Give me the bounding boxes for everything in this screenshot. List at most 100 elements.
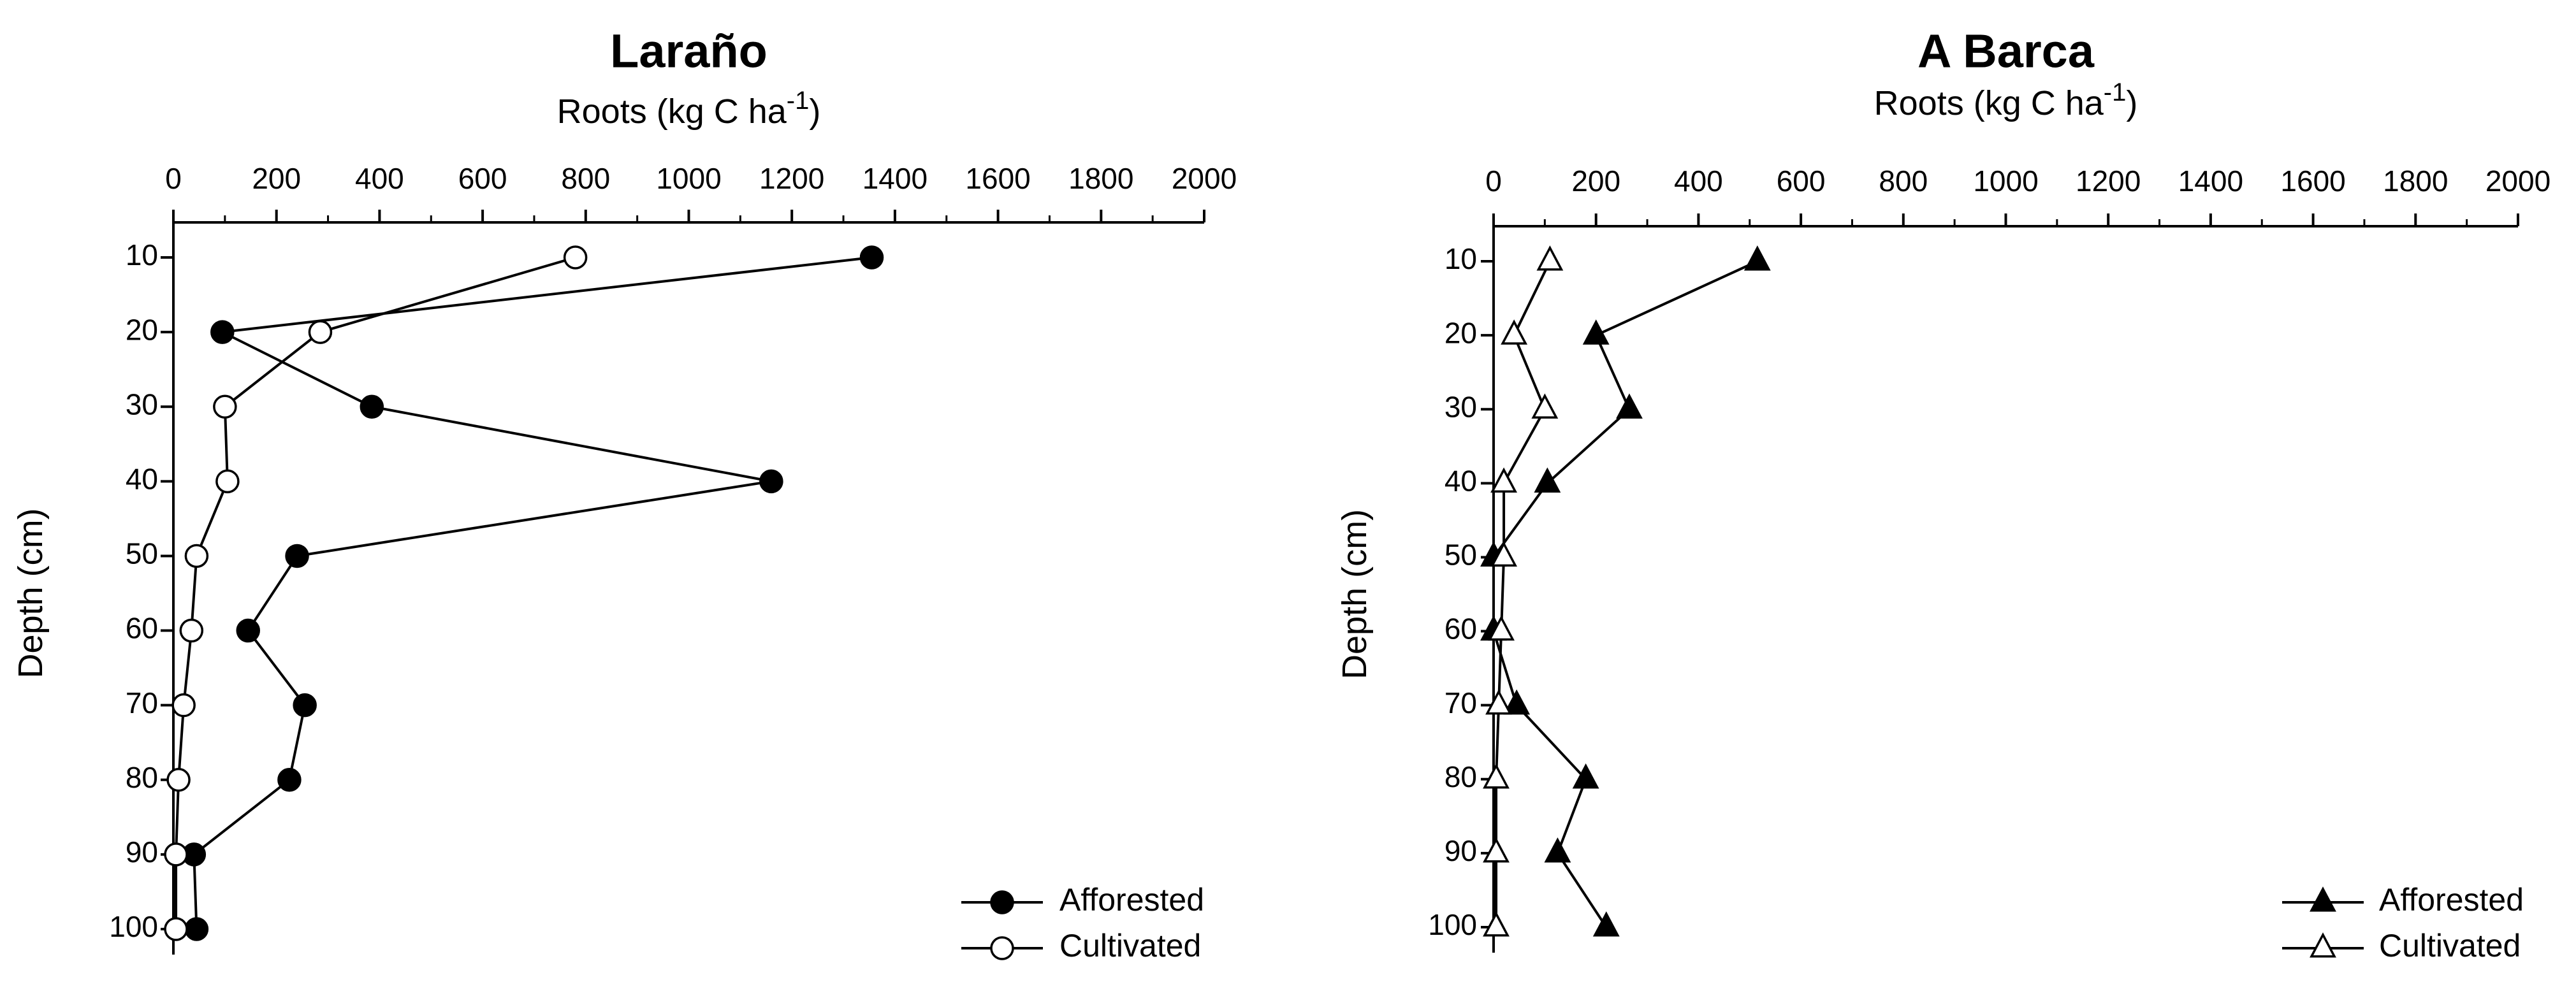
legend-marker-afforested — [990, 890, 1014, 914]
series-markers-afforested — [1480, 245, 1771, 937]
x-tick-label: 1600 — [965, 162, 1030, 195]
chart-panel-1: Laraño Roots (kg C ha-1) Depth (cm) 0 200 400… — [11, 25, 1237, 964]
y-axis-label: Depth (cm) — [1335, 509, 1374, 679]
legend-label-afforested: Afforested — [2379, 882, 2524, 918]
x-tick-label: 1200 — [759, 162, 824, 195]
data-point-afforested — [236, 618, 260, 643]
data-point-afforested — [184, 917, 209, 941]
y-tick-label: 40 — [1444, 464, 1477, 497]
data-point-cultivated — [179, 618, 204, 643]
data-point-afforested — [285, 544, 309, 568]
series-afforested — [193, 256, 872, 930]
x-axis-label: Roots (kg C ha-1) — [557, 87, 821, 131]
series-line-afforested — [193, 256, 872, 930]
data-point-cultivated — [171, 693, 196, 718]
x-axis-label: Roots (kg C ha-1) — [1874, 78, 2138, 122]
series-afforested — [1492, 260, 1758, 928]
data-point-afforested — [360, 394, 384, 419]
y-tick-label: 70 — [1444, 686, 1477, 719]
legend-label-cultivated: Cultivated — [1059, 928, 1201, 964]
data-point-afforested — [1572, 763, 1599, 789]
data-point-afforested — [1503, 689, 1531, 715]
y-tick-label: 70 — [126, 686, 158, 719]
x-tick-label: 1800 — [1068, 162, 1133, 195]
x-tick-label: 2000 — [1172, 162, 1237, 195]
x-tick-label: 600 — [1777, 164, 1826, 198]
y-tick-label: 100 — [1428, 908, 1477, 941]
x-axis-label-sup: -1 — [787, 87, 810, 115]
x-tick-label: 200 — [252, 162, 301, 195]
y-tick-label: 60 — [1444, 612, 1477, 646]
y-tick-label: 30 — [126, 387, 158, 421]
series-cultivated — [175, 256, 576, 929]
data-point-cultivated — [215, 469, 240, 494]
x-tick-label: 800 — [561, 162, 610, 195]
y-tick-label: 50 — [126, 537, 158, 570]
data-point-cultivated — [164, 917, 188, 941]
x-tick-label: 200 — [1571, 164, 1620, 198]
x-tick-label: 1000 — [1973, 164, 2038, 198]
data-point-afforested — [1592, 911, 1620, 937]
data-point-afforested — [210, 320, 235, 344]
y-axis-label: Depth (cm) — [11, 508, 50, 678]
x-tick-label: 2000 — [2485, 164, 2551, 198]
legend: Afforested Cultivated — [961, 882, 1204, 964]
y-tick-label: 90 — [1444, 834, 1477, 867]
y-tick-label: 50 — [1444, 538, 1477, 572]
x-tick-label: 1800 — [2383, 164, 2448, 198]
series-line-cultivated — [1495, 261, 1552, 927]
data-point-afforested — [759, 469, 783, 494]
data-point-cultivated — [1490, 541, 1517, 567]
x-tick-label: 1600 — [2280, 164, 2345, 198]
x-tick-label: 0 — [1485, 164, 1502, 198]
x-tick-label: 800 — [1879, 164, 1928, 198]
data-point-cultivated — [213, 394, 237, 419]
y-tick-label: 80 — [126, 761, 158, 794]
data-point-cultivated — [1536, 245, 1564, 271]
data-point-afforested — [859, 245, 884, 270]
legend-marker-cultivated — [990, 936, 1014, 960]
series-line-cultivated — [175, 256, 576, 929]
data-point-cultivated — [164, 842, 188, 867]
y-tick-label: 90 — [126, 835, 158, 869]
data-point-afforested — [1616, 393, 1643, 419]
data-point-cultivated — [563, 245, 588, 270]
data-point-afforested — [277, 768, 302, 792]
x-tick-label: 400 — [1674, 164, 1723, 198]
chart-title: A Barca — [1917, 25, 2095, 78]
y-tick-label: 100 — [109, 910, 158, 943]
data-point-cultivated — [184, 544, 209, 568]
x-axis-label-main: Roots (kg C ha — [557, 92, 787, 131]
x-tick-label: 400 — [355, 162, 404, 195]
data-point-afforested — [1743, 245, 1771, 271]
data-point-cultivated — [166, 768, 191, 792]
series-markers-afforested — [182, 245, 884, 941]
legend-label-afforested: Afforested — [1059, 882, 1204, 918]
x-axis-label-tail: ) — [2126, 84, 2137, 122]
legend: Afforested Cultivated — [2282, 882, 2524, 964]
data-point-cultivated — [1488, 615, 1515, 641]
x-tick-label: 1200 — [2076, 164, 2141, 198]
data-point-cultivated — [1485, 689, 1512, 715]
data-point-cultivated — [1483, 911, 1510, 937]
series-markers-cultivated — [164, 245, 588, 941]
data-point-cultivated — [1483, 837, 1510, 863]
data-point-cultivated — [1531, 393, 1559, 419]
data-point-cultivated — [1483, 763, 1510, 789]
x-tick-label: 600 — [458, 162, 507, 195]
y-tick-label: 40 — [126, 462, 158, 495]
chart-title: Laraño — [610, 25, 768, 78]
x-axis-label-sup: -1 — [2104, 78, 2127, 106]
series-markers-cultivated — [1483, 245, 1564, 937]
data-point-afforested — [293, 693, 317, 718]
series-cultivated — [1495, 261, 1552, 927]
y-tick-label: 60 — [126, 612, 158, 645]
data-point-afforested — [1534, 467, 1561, 493]
x-axis-label-main: Roots (kg C ha — [1874, 84, 2104, 122]
x-tick-label: 1000 — [656, 162, 721, 195]
y-tick-label: 80 — [1444, 760, 1477, 793]
data-point-afforested — [1582, 319, 1610, 345]
x-axis-label-tail: ) — [809, 92, 820, 131]
